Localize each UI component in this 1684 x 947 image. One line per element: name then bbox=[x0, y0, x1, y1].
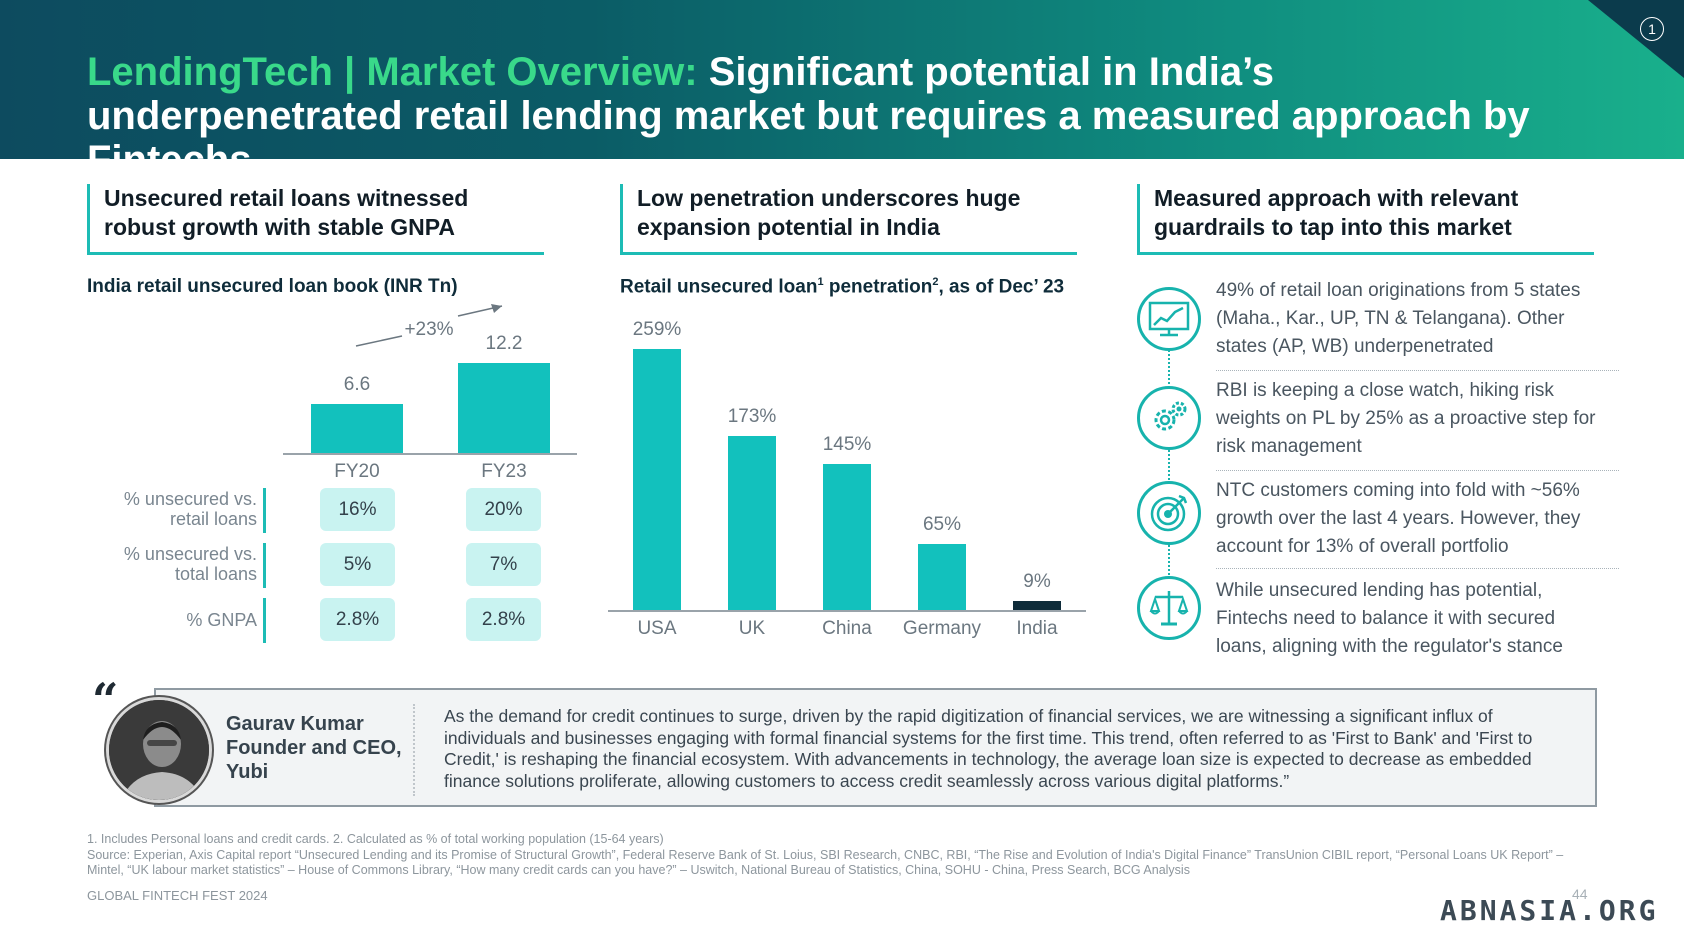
quote-box bbox=[154, 688, 1597, 807]
bar-fy23 bbox=[458, 363, 550, 453]
bar-category-label: China bbox=[822, 618, 872, 639]
metric-separator bbox=[263, 543, 266, 588]
header-banner: 1 LendingTech | Market Overview: Signifi… bbox=[0, 0, 1684, 159]
title-accent: LendingTech | Market Overview: bbox=[87, 50, 698, 94]
loan-book-chart-title: India retail unsecured loan book (INR Tn… bbox=[87, 276, 458, 297]
bar-category-label: Germany bbox=[902, 618, 982, 639]
metric-label-unsecured-total: % unsecured vs. total loans bbox=[123, 544, 257, 584]
footnote: 1. Includes Personal loans and credit ca… bbox=[87, 832, 1567, 879]
bar-value-label: 173% bbox=[727, 405, 777, 427]
point-text: While unsecured lending has potential, F… bbox=[1216, 580, 1563, 657]
bar-germany bbox=[918, 544, 966, 610]
penetration-chart-title: Retail unsecured loan1 penetration2, as … bbox=[620, 276, 1065, 298]
footnote-definitions: 1. Includes Personal loans and credit ca… bbox=[87, 832, 664, 846]
gears-icon bbox=[1137, 386, 1201, 450]
point-separator bbox=[1216, 370, 1619, 371]
connector-line bbox=[1168, 350, 1170, 388]
avatar bbox=[106, 697, 212, 803]
quote-divider bbox=[413, 704, 415, 796]
growth-chart-icon bbox=[1137, 287, 1201, 351]
bar-category-label: USA bbox=[637, 618, 677, 639]
bar-category-label: India bbox=[1016, 618, 1058, 639]
column-heading-growth: Unsecured retail loans witnessed robust … bbox=[87, 184, 544, 255]
page-title: LendingTech | Market Overview: Significa… bbox=[87, 50, 1567, 159]
title-rest: Significant potential in India’s underpe… bbox=[87, 50, 1530, 159]
connector-line bbox=[1168, 545, 1170, 575]
quote-author: Gaurav Kumar Founder and CEO, Yubi bbox=[226, 712, 402, 784]
metric-value: 5% bbox=[320, 543, 395, 586]
event-name: GLOBAL FINTECH FEST 2024 bbox=[87, 888, 268, 903]
metric-label-unsecured-retail: % unsecured vs. retail loans bbox=[123, 489, 257, 529]
bar-value-label: 9% bbox=[1023, 570, 1051, 592]
column-heading-penetration: Low penetration underscores huge expansi… bbox=[620, 184, 1077, 255]
point-separator bbox=[1216, 568, 1619, 569]
point-text: RBI is keeping a close watch, hiking ris… bbox=[1216, 380, 1596, 457]
bar-value-label: 12.2 bbox=[485, 333, 523, 354]
metric-separator bbox=[263, 488, 266, 533]
bar-value-label: 145% bbox=[822, 433, 872, 455]
metric-value: 2.8% bbox=[466, 598, 541, 641]
bar-uk bbox=[728, 435, 776, 610]
growth-arrow bbox=[355, 304, 503, 347]
author-company: Yubi bbox=[226, 761, 269, 783]
point-text: 49% of retail loan originations from 5 s… bbox=[1216, 280, 1581, 357]
point-text: NTC customers coming into fold with ~56%… bbox=[1216, 480, 1581, 557]
bar-category-label: UK bbox=[738, 618, 766, 639]
bar-category-label: FY20 bbox=[334, 461, 380, 482]
penetration-baseline bbox=[608, 610, 1086, 612]
footnote-sources: Source: Experian, Axis Capital report “U… bbox=[87, 847, 1564, 878]
connector-line bbox=[1168, 450, 1170, 480]
bar-usa bbox=[633, 349, 681, 610]
metric-value: 20% bbox=[466, 488, 541, 531]
bar-fy20 bbox=[311, 404, 403, 453]
metric-value: 2.8% bbox=[320, 598, 395, 641]
bar-value-label: 6.6 bbox=[343, 374, 371, 396]
metric-value: 7% bbox=[466, 543, 541, 586]
metric-label-gnpa: % GNPA bbox=[186, 610, 257, 630]
watermark: ABNASIA.ORG bbox=[1440, 894, 1659, 927]
scales-icon bbox=[1137, 576, 1201, 640]
author-role: Founder and CEO, bbox=[226, 737, 402, 759]
bar-india bbox=[1013, 600, 1061, 610]
page-badge: 1 bbox=[1640, 17, 1664, 41]
page-number: 44 bbox=[1572, 886, 1588, 902]
target-icon bbox=[1137, 481, 1201, 545]
metric-value: 16% bbox=[320, 488, 395, 531]
point-separator bbox=[1216, 470, 1619, 471]
author-name: Gaurav Kumar bbox=[226, 713, 364, 735]
quote-text: As the demand for credit continues to su… bbox=[444, 706, 1533, 791]
bar-value-label: 259% bbox=[632, 319, 682, 340]
growth-label: +23% bbox=[404, 319, 454, 340]
column-heading-approach: Measured approach with relevant guardrai… bbox=[1137, 184, 1594, 255]
header-corner bbox=[1588, 0, 1684, 78]
quote-mark: “ bbox=[92, 673, 119, 727]
bar-category-label: FY23 bbox=[481, 461, 527, 482]
loan-book-baseline bbox=[283, 453, 577, 455]
bar-value-label: 65% bbox=[922, 514, 962, 536]
bar-china bbox=[823, 463, 871, 610]
metric-separator bbox=[263, 598, 266, 643]
